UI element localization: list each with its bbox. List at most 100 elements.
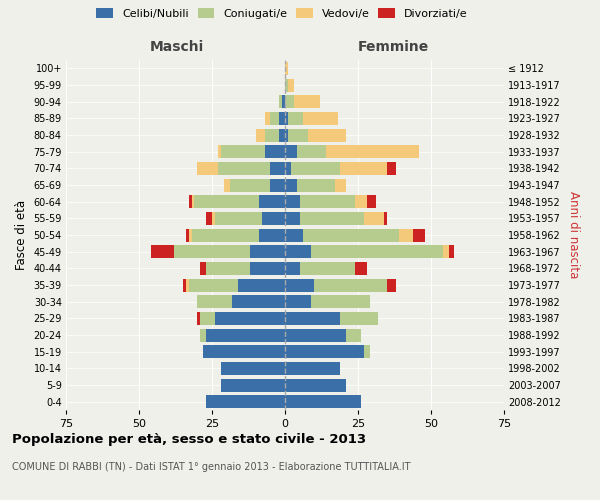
Bar	[265, 145, 285, 158]
Bar	[188, 228, 191, 241]
Y-axis label: Fasce di età: Fasce di età	[15, 200, 28, 270]
Bar	[311, 245, 443, 258]
Bar	[285, 128, 288, 141]
Bar	[285, 345, 364, 358]
Bar	[285, 178, 296, 192]
Bar	[285, 212, 299, 225]
Bar	[197, 312, 200, 325]
Bar	[200, 262, 206, 275]
Legend: Celibi/Nubili, Coniugati/e, Vedovi/e, Divorziati/e: Celibi/Nubili, Coniugati/e, Vedovi/e, Di…	[97, 8, 467, 19]
Bar	[285, 278, 314, 291]
Bar	[288, 128, 308, 141]
Bar	[218, 145, 221, 158]
Bar	[218, 162, 271, 175]
Bar	[224, 178, 230, 192]
Bar	[191, 228, 259, 241]
Bar	[265, 112, 271, 125]
Bar	[413, 228, 425, 241]
Bar	[302, 228, 399, 241]
Bar	[387, 162, 396, 175]
Bar	[279, 95, 282, 108]
Bar	[355, 262, 367, 275]
Text: Femmine: Femmine	[358, 40, 428, 54]
Bar	[285, 162, 291, 175]
Bar	[364, 345, 370, 358]
Bar	[285, 112, 288, 125]
Bar	[285, 395, 361, 408]
Bar	[299, 262, 355, 275]
Bar	[335, 178, 346, 192]
Bar	[308, 128, 346, 141]
Bar	[296, 145, 326, 158]
Bar	[285, 78, 288, 92]
Bar	[288, 112, 302, 125]
Bar	[183, 278, 186, 291]
Bar	[285, 362, 340, 375]
Bar	[296, 178, 335, 192]
Bar	[282, 95, 285, 108]
Bar	[151, 245, 174, 258]
Bar	[288, 78, 294, 92]
Bar	[188, 195, 191, 208]
Bar	[285, 62, 288, 75]
Bar	[285, 228, 302, 241]
Bar	[256, 128, 265, 141]
Bar	[203, 345, 285, 358]
Bar	[174, 245, 250, 258]
Text: Popolazione per età, sesso e stato civile - 2013: Popolazione per età, sesso e stato civil…	[12, 432, 366, 446]
Bar	[299, 212, 364, 225]
Bar	[299, 195, 355, 208]
Bar	[250, 245, 285, 258]
Bar	[340, 312, 379, 325]
Bar	[221, 362, 285, 375]
Bar	[364, 212, 384, 225]
Bar	[232, 295, 285, 308]
Bar	[285, 95, 294, 108]
Bar	[212, 212, 215, 225]
Bar	[285, 378, 346, 392]
Bar	[285, 312, 340, 325]
Bar	[200, 328, 206, 342]
Bar	[206, 328, 285, 342]
Bar	[230, 178, 271, 192]
Bar	[443, 245, 449, 258]
Bar	[399, 228, 413, 241]
Bar	[259, 195, 285, 208]
Bar	[215, 312, 285, 325]
Bar	[285, 195, 299, 208]
Bar	[311, 295, 370, 308]
Bar	[285, 295, 311, 308]
Text: COMUNE DI RABBI (TN) - Dati ISTAT 1° gennaio 2013 - Elaborazione TUTTITALIA.IT: COMUNE DI RABBI (TN) - Dati ISTAT 1° gen…	[12, 462, 410, 472]
Bar	[188, 278, 238, 291]
Bar	[340, 162, 387, 175]
Bar	[200, 312, 215, 325]
Bar	[302, 112, 338, 125]
Bar	[206, 262, 250, 275]
Bar	[271, 178, 285, 192]
Bar	[271, 112, 279, 125]
Bar	[262, 212, 285, 225]
Bar	[271, 162, 285, 175]
Bar	[238, 278, 285, 291]
Bar	[346, 328, 361, 342]
Bar	[221, 378, 285, 392]
Bar	[367, 195, 376, 208]
Bar	[285, 328, 346, 342]
Bar	[197, 162, 218, 175]
Bar	[291, 162, 340, 175]
Bar	[384, 212, 387, 225]
Y-axis label: Anni di nascita: Anni di nascita	[568, 192, 580, 278]
Text: Maschi: Maschi	[150, 40, 204, 54]
Bar	[259, 228, 285, 241]
Bar	[279, 112, 285, 125]
Bar	[250, 262, 285, 275]
Bar	[285, 262, 299, 275]
Bar	[279, 128, 285, 141]
Bar	[314, 278, 387, 291]
Bar	[449, 245, 454, 258]
Bar	[265, 128, 279, 141]
Bar	[294, 95, 320, 108]
Bar	[206, 212, 212, 225]
Bar	[194, 195, 259, 208]
Bar	[206, 395, 285, 408]
